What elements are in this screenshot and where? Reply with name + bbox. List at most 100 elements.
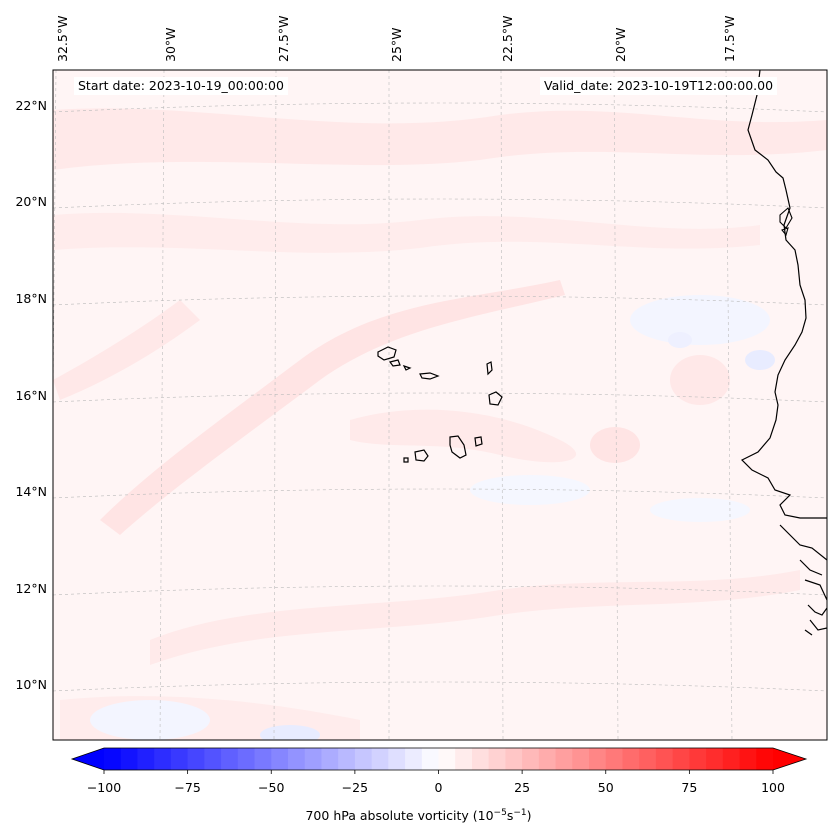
colorbar-segment: [371, 748, 389, 770]
island-santa-luzia: [402, 364, 412, 371]
colorbar-segment: [338, 748, 356, 770]
field-background: [53, 70, 827, 740]
colorbar-segment: [321, 748, 339, 770]
colorbar-segment: [538, 748, 557, 770]
latitude-label: 14°N: [15, 484, 47, 499]
colorbar-segment: [388, 748, 406, 770]
longitude-label: 32.5°W: [55, 15, 70, 62]
vorticity-field: [53, 70, 827, 740]
colorbar: [70, 747, 808, 774]
colorbar-tick-label: 25: [514, 780, 531, 795]
island-boa-vista: [488, 391, 503, 406]
colorbar-segment: [572, 748, 590, 770]
colorbar-tick-label: −75: [174, 780, 201, 795]
island-sao-nicolau: [419, 372, 440, 380]
latitude-label: 16°N: [15, 388, 47, 403]
colorbar-segment: [405, 748, 423, 770]
map-frame: [52, 69, 828, 741]
vorticity-blob-east: [590, 427, 640, 463]
island-sao-vicente: [388, 359, 401, 367]
colorbar-segment: [706, 748, 724, 770]
vorticity-band-north: [53, 108, 827, 170]
colorbar-segment: [104, 748, 122, 770]
colorbar-tick-label: 100: [761, 780, 785, 795]
island-sal: [486, 361, 493, 376]
colorbar-segment: [354, 748, 373, 770]
colorbar-segment: [237, 748, 256, 770]
meridian-line: [613, 70, 619, 740]
island-fogo: [414, 449, 429, 462]
colorbar-segment: [522, 748, 540, 770]
longitude-label: 30°W: [163, 27, 178, 62]
colorbar-segment: [154, 748, 172, 770]
coastline-island-bay: [779, 207, 793, 237]
colorbar-tick-label: −50: [258, 780, 285, 795]
colorbar-segment: [137, 748, 155, 770]
longitude-label: 17.5°W: [722, 15, 737, 62]
colorbar-extend-low: [72, 748, 104, 770]
colorbar-segment: [438, 748, 456, 770]
colorbar-segment: [287, 748, 306, 770]
vorticity-negative-patch-5: [90, 700, 210, 740]
colorbar-segment: [221, 748, 239, 770]
valid-date-label: Valid_date: 2023-10-19T12:00:00.00: [540, 77, 778, 95]
colorbar-segment: [254, 748, 272, 770]
colorbar-segment: [471, 748, 490, 770]
colorbar-segment: [455, 748, 473, 770]
colorbar-segment: [739, 748, 757, 770]
longitude-label: 20°W: [613, 27, 628, 62]
colorbar-segment: [605, 748, 623, 770]
latitude-label: 18°N: [15, 291, 47, 306]
colorbar-segment: [589, 748, 607, 770]
colorbar-segment: [170, 748, 189, 770]
parallel-line: [53, 295, 827, 306]
coastline-africa-south: [779, 524, 827, 636]
parallel-line: [53, 488, 827, 499]
colorbar-segment: [488, 748, 506, 770]
colorbar-segment: [120, 748, 138, 770]
vorticity-band-diagonal: [100, 280, 565, 535]
island-santiago: [449, 435, 467, 459]
colorbar-segment: [672, 748, 690, 770]
vorticity-negative-patch-7: [650, 498, 750, 522]
gridlines: [53, 70, 827, 740]
parallel-line: [53, 392, 827, 403]
meridian-line: [500, 70, 504, 740]
longitude-label: 25°W: [389, 27, 404, 62]
vorticity-band-west: [53, 300, 200, 400]
colorbar-segment: [756, 748, 774, 770]
parallel-line: [53, 102, 827, 113]
colorbar-tick-label: 75: [681, 780, 698, 795]
latitude-label: 10°N: [15, 677, 47, 692]
cape-verde-islands: [377, 346, 503, 463]
parallel-line: [53, 585, 827, 596]
colorbar-extend-high: [773, 748, 806, 770]
colorbar-segment: [187, 748, 205, 770]
colorbar-segment: [639, 748, 657, 770]
latitude-label: 12°N: [15, 581, 47, 596]
vorticity-negative-patch-3: [668, 332, 692, 348]
colorbar-label: 700 hPa absolute vorticity (10−5s−1): [305, 808, 532, 824]
vorticity-negative-patch-2: [745, 350, 775, 370]
vorticity-band-center: [350, 409, 577, 463]
meridian-line: [273, 70, 277, 740]
colorbar-segment: [722, 748, 741, 770]
colorbar-segment: [204, 748, 222, 770]
colorbar-segment: [555, 748, 573, 770]
colorbar-segment: [622, 748, 640, 770]
colorbar-segment: [655, 748, 674, 770]
vorticity-blob-southeast: [670, 355, 730, 405]
longitude-label: 22.5°W: [500, 15, 515, 62]
vorticity-negative-patch-1: [630, 295, 770, 345]
colorbar-segment: [271, 748, 289, 770]
vorticity-negative-patch-4: [470, 475, 590, 505]
colorbar-segment: [689, 748, 707, 770]
colorbar-tick-label: −100: [86, 780, 122, 795]
parallel-line: [53, 681, 827, 692]
parallel-line: [53, 198, 827, 209]
vorticity-negative-patch-6: [260, 725, 320, 740]
vorticity-band-upper: [53, 212, 760, 253]
colorbar-tick-label: −25: [341, 780, 369, 795]
island-maio: [474, 436, 483, 447]
